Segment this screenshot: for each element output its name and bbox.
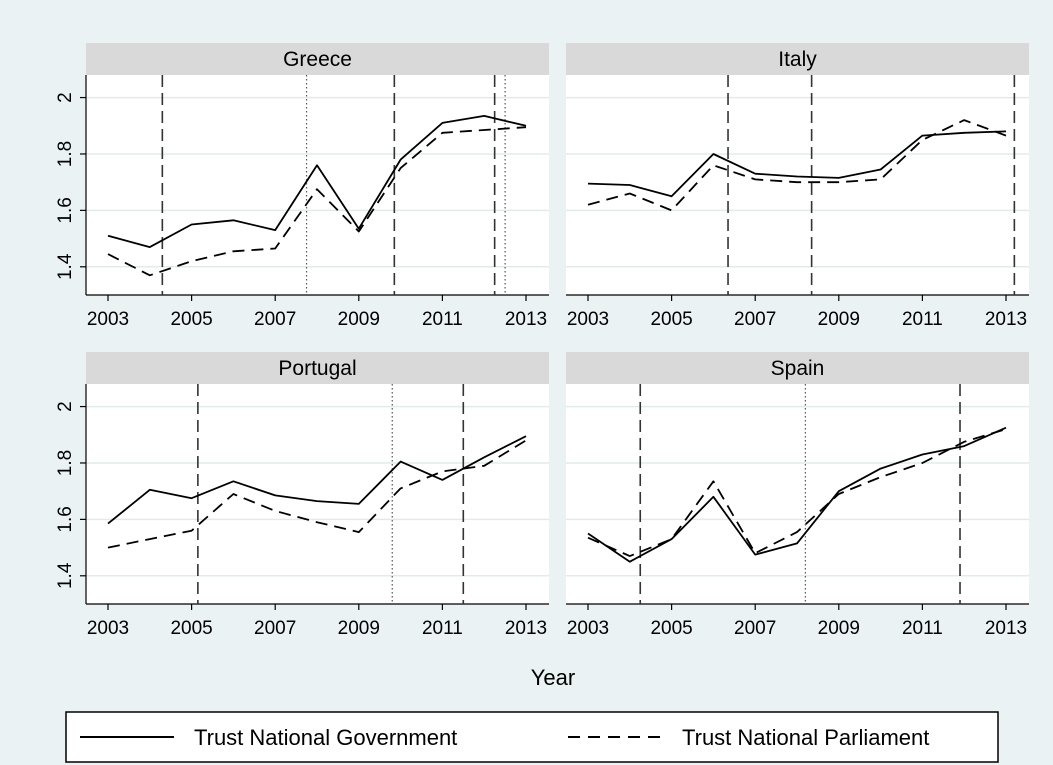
x-tick-label: 2003: [567, 309, 609, 330]
x-tick-label: 2011: [422, 309, 463, 330]
panel-title: Greece: [283, 48, 352, 71]
x-axis-title: Year: [531, 665, 575, 690]
panel-greece: Greece 1.4 1.6 1.8 2 2003 2005 2007 2009 2011 2013: [55, 43, 549, 330]
panels-layer: Greece 1.4 1.6 1.8 2 2003 2005 2007 2009 2011 2013…: [55, 43, 1029, 639]
x-tick-label: 2011: [902, 309, 943, 330]
panel-title: Portugal: [278, 357, 356, 380]
x-tick-label: 2013: [985, 618, 1027, 639]
x-tick-label: 2007: [254, 309, 296, 330]
x-tick-label: 2009: [818, 309, 860, 330]
panel-spain: Spain 2003 2005 2007 2009 2011 2013: [566, 352, 1029, 639]
x-tick-label: 2007: [734, 618, 776, 639]
plot-area: [566, 75, 1029, 295]
x-tick-label: 2011: [902, 618, 943, 639]
x-tick-label: 2005: [650, 618, 692, 639]
panel-portugal: Portugal 1.4 1.6 1.8 2 2003 2005 2007 2009 2011 20…: [55, 352, 549, 639]
legend-label-government: Trust National Government: [194, 725, 457, 750]
legend-label-parliament: Trust National Parliament: [682, 725, 929, 750]
panel-title: Italy: [778, 48, 817, 71]
panel-italy: Italy 2003 2005 2007 2009 2011 2013: [566, 43, 1029, 330]
x-tick-label: 2005: [650, 309, 692, 330]
y-tick-label: 1.6: [55, 197, 76, 223]
x-tick-label: 2003: [567, 618, 609, 639]
x-tick-label: 2003: [87, 618, 129, 639]
y-tick-label: 1.8: [55, 450, 76, 476]
legend: Trust National Government Trust National…: [66, 712, 998, 762]
x-tick-label: 2013: [985, 309, 1027, 330]
panel-title: Spain: [771, 357, 825, 380]
y-tick-label: 1.8: [55, 141, 76, 167]
y-tick-label: 2: [55, 401, 76, 412]
plot-area: [86, 75, 549, 295]
x-tick-label: 2013: [505, 309, 547, 330]
y-tick-label: 2: [55, 92, 76, 103]
x-tick-label: 2005: [170, 309, 212, 330]
x-tick-label: 2003: [87, 309, 129, 330]
x-tick-label: 2013: [505, 618, 547, 639]
x-tick-label: 2007: [734, 309, 776, 330]
x-tick-label: 2009: [818, 618, 860, 639]
x-tick-label: 2007: [254, 618, 296, 639]
y-tick-label: 1.6: [55, 506, 76, 532]
x-tick-label: 2009: [338, 618, 380, 639]
y-tick-label: 1.4: [55, 253, 76, 280]
x-tick-label: 2009: [338, 309, 380, 330]
y-tick-label: 1.4: [55, 562, 76, 589]
plot-area: [86, 384, 549, 604]
x-tick-label: 2011: [422, 618, 463, 639]
x-tick-label: 2005: [170, 618, 212, 639]
